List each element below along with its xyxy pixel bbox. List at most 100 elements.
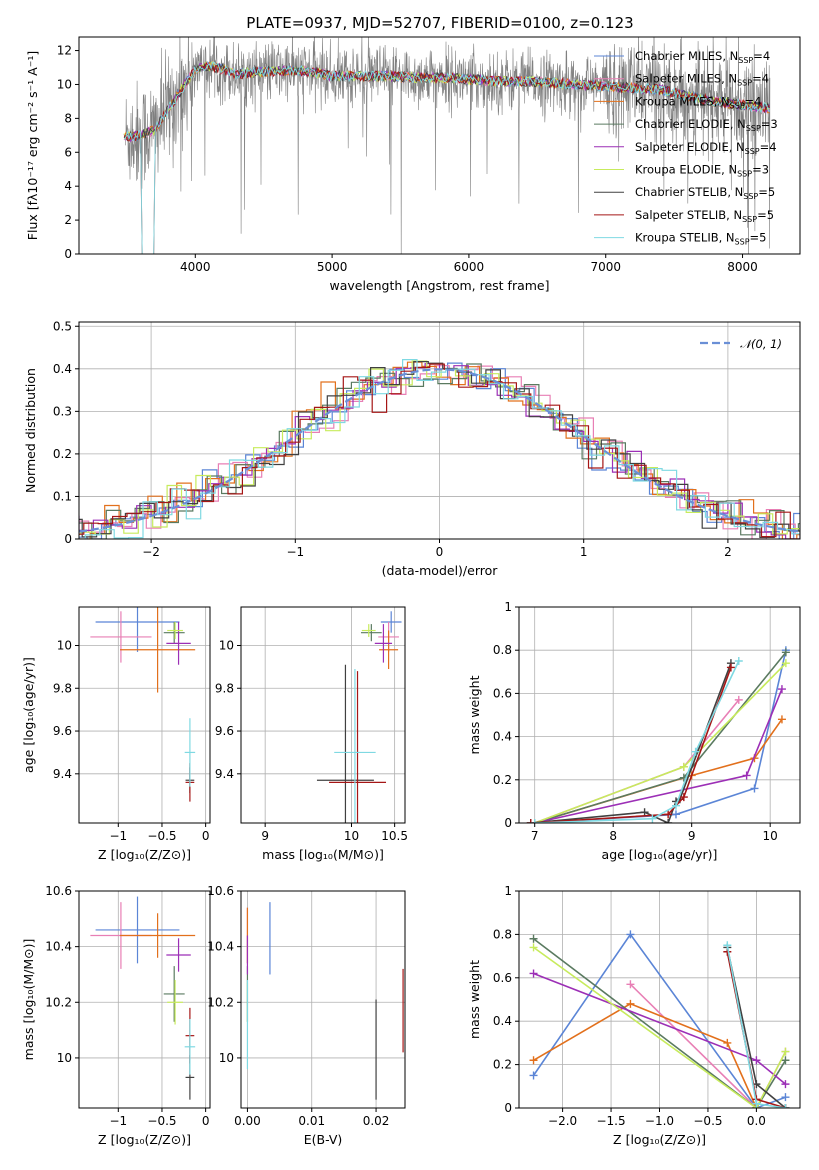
mass-weight-vs-age-xtick-label: 8 [609, 829, 617, 843]
mass-vs-metallicity-ylabel: mass [log₁₀(M/M⊙)] [21, 939, 36, 1061]
legend-subscript: SSP [746, 124, 761, 133]
mass-vs-metallicity-xtick-label: −0.5 [147, 1114, 176, 1128]
mass-vs-extinction-xtick-label: 0.01 [298, 1114, 325, 1128]
legend-label: Chabrier MILES, NSSP=4 [635, 49, 770, 65]
spectrum-frame [78, 36, 801, 255]
spectrum-xtick-label: 7000 [590, 260, 621, 274]
legend-nssp: =3 [761, 117, 778, 131]
mass-weight-marker [671, 810, 680, 819]
age-vs-mass-xtick-label: 10.5 [381, 829, 408, 843]
mass-vs-extinction-xlabel: E(B-V) [304, 1132, 343, 1147]
age-vs-mass-ytick-label: 9.8 [215, 681, 234, 695]
mass-weight-vs-metallicity-xtick-label: −0.5 [693, 1114, 722, 1128]
mass-vs-extinction-ytick-label: 10.6 [207, 884, 234, 898]
mass-weight-line [533, 946, 787, 1108]
age-vs-metallicity-ytick-label: 10 [57, 638, 72, 652]
age-vs-mass-xtick-label: 9 [261, 829, 269, 843]
age-vs-mass-xtick-label: 10 [344, 829, 359, 843]
mass-weight-marker [529, 1071, 538, 1080]
spectrum-xtick-label: 8000 [727, 260, 758, 274]
mass-weight-marker [781, 1080, 790, 1089]
mass-weight-vs-age-ytick-label: 0 [504, 816, 512, 830]
mass-vs-metallicity-ytick-label: 10.6 [45, 884, 72, 898]
age-vs-metallicity-xtick-label: 0 [202, 829, 210, 843]
age-vs-metallicity-ylabel: age [log₁₀(age/yr)] [21, 657, 36, 773]
gaussian-reference-line [79, 368, 800, 533]
mass-weight-marker [781, 1056, 790, 1065]
mass-vs-extinction-xtick-label: 0.00 [234, 1114, 261, 1128]
mass-weight-vs-age-xtick-label: 10 [763, 829, 778, 843]
mass-weight-vs-metallicity-xlabel: Z [log₁₀(Z/Z⊙)] [613, 1132, 706, 1147]
legend-gaussian-label: 𝒩(0, 1) [740, 337, 782, 351]
age-vs-metallicity-ytick-label: 9.6 [53, 724, 72, 738]
mass-weight-line [533, 1002, 758, 1108]
legend-nssp: =5 [758, 185, 775, 199]
age-vs-mass-xlabel: mass [log₁₀(M/M⊙)] [262, 847, 384, 862]
age-vs-metallicity-xtick-label: −0.5 [147, 829, 176, 843]
mass-weight-vs-metallicity-xtick-label: −2.0 [548, 1114, 577, 1128]
mass-weight-marker [723, 1038, 732, 1047]
mass-weight-vs-metallicity-ytick-label: 0.6 [493, 971, 512, 985]
mass-weight-vs-age-ylabel: mass weight [467, 675, 482, 754]
mass-weight-marker [664, 819, 673, 823]
mass-weight-vs-age-ytick-label: 1 [504, 600, 512, 614]
spectrum-ytick-label: 2 [64, 213, 72, 227]
mass-weight-line [530, 662, 732, 823]
mass-vs-extinction-xtick-label: 0.02 [363, 1114, 390, 1128]
spectrum-ytick-label: 4 [64, 179, 72, 193]
mass-weight-vs-metallicity-ytick-label: 1 [504, 884, 512, 898]
legend-subscript: SSP [743, 192, 758, 201]
age-vs-mass-axes [241, 607, 405, 823]
spectrum-xtick-label: 5000 [317, 260, 348, 274]
mass-weight-vs-metallicity-xtick-label: −1.0 [645, 1114, 674, 1128]
mass-vs-metallicity-axes [79, 890, 210, 1108]
mass-weight-vs-age-ytick-label: 0.4 [493, 730, 512, 744]
mass-weight-vs-metallicity-ytick-label: 0.4 [493, 1014, 512, 1028]
mass-vs-metallicity-ytick-label: 10.4 [45, 940, 72, 954]
mass-weight-vs-age-ytick-label: 0.6 [493, 686, 512, 700]
mass-vs-metallicity-plot-area [90, 896, 196, 1100]
age-vs-metallicity-plot-area [90, 607, 196, 802]
legend-label: Kroupa STELIB, NSSP=5 [635, 231, 766, 247]
spectrum-xtick-label: 4000 [180, 260, 211, 274]
legend-nssp: =5 [750, 231, 767, 245]
legend-nssp: =4 [760, 140, 777, 154]
histogram-step [79, 363, 800, 539]
spectrum-ylabel: Flux [fλ10⁻¹⁷ erg cm⁻² s⁻¹ A⁻¹] [25, 51, 40, 240]
age-vs-mass-frame [240, 606, 406, 824]
residual-histogram-xtick-label: −2 [142, 545, 160, 559]
mass-weight-vs-metallicity-xtick-label: −1.5 [596, 1114, 625, 1128]
mass-vs-metallicity-xlabel: Z [log₁₀(Z/Z⊙)] [98, 1132, 191, 1147]
mass-weight-marker [626, 980, 635, 989]
legend-nssp: =5 [757, 208, 774, 222]
legend-nssp: =3 [752, 163, 769, 177]
mass-weight-vs-age-plot-area [526, 646, 790, 823]
residual-histogram-ytick-label: 0.3 [53, 404, 72, 418]
mass-vs-extinction-plot-area [246, 902, 404, 1100]
legend-subscript: SSP [735, 238, 750, 247]
mass-weight-marker [529, 934, 538, 943]
residual-histogram-ytick-label: 0.1 [53, 489, 72, 503]
spectrum-ytick-label: 0 [64, 247, 72, 261]
mass-weight-marker [777, 715, 786, 724]
legend-subscript: SSP [738, 56, 753, 65]
mass-weight-vs-age-ytick-label: 0.8 [493, 643, 512, 657]
mass-weight-marker [781, 648, 790, 657]
age-vs-mass-ytick-label: 9.6 [215, 724, 234, 738]
residual-histogram-ytick-label: 0.2 [53, 447, 72, 461]
legend-label: Salpeter ELODIE, NSSP=4 [635, 140, 777, 156]
mass-weight-marker [752, 1056, 761, 1065]
mass-weight-marker [664, 810, 673, 819]
mass-weight-vs-age-xtick-label: 7 [531, 829, 539, 843]
mass-weight-marker [750, 784, 759, 793]
mass-weight-marker [529, 1056, 538, 1065]
legend-nssp: =4 [753, 49, 770, 63]
figure-title: PLATE=0937, MJD=52707, FIBERID=0100, z=0… [246, 14, 633, 32]
spectrum-xtick-label: 6000 [454, 260, 485, 274]
mass-weight-vs-age-frame [518, 606, 801, 824]
mass-weight-marker [726, 663, 735, 672]
mass-weight-vs-metallicity-ytick-label: 0.2 [493, 1058, 512, 1072]
mass-weight-vs-metallicity-xtick-label: 0.0 [747, 1114, 766, 1128]
mass-vs-extinction-ytick-label: 10.4 [207, 940, 234, 954]
mass-weight-vs-age-xlabel: age [log₁₀(age/yr)] [602, 847, 718, 862]
